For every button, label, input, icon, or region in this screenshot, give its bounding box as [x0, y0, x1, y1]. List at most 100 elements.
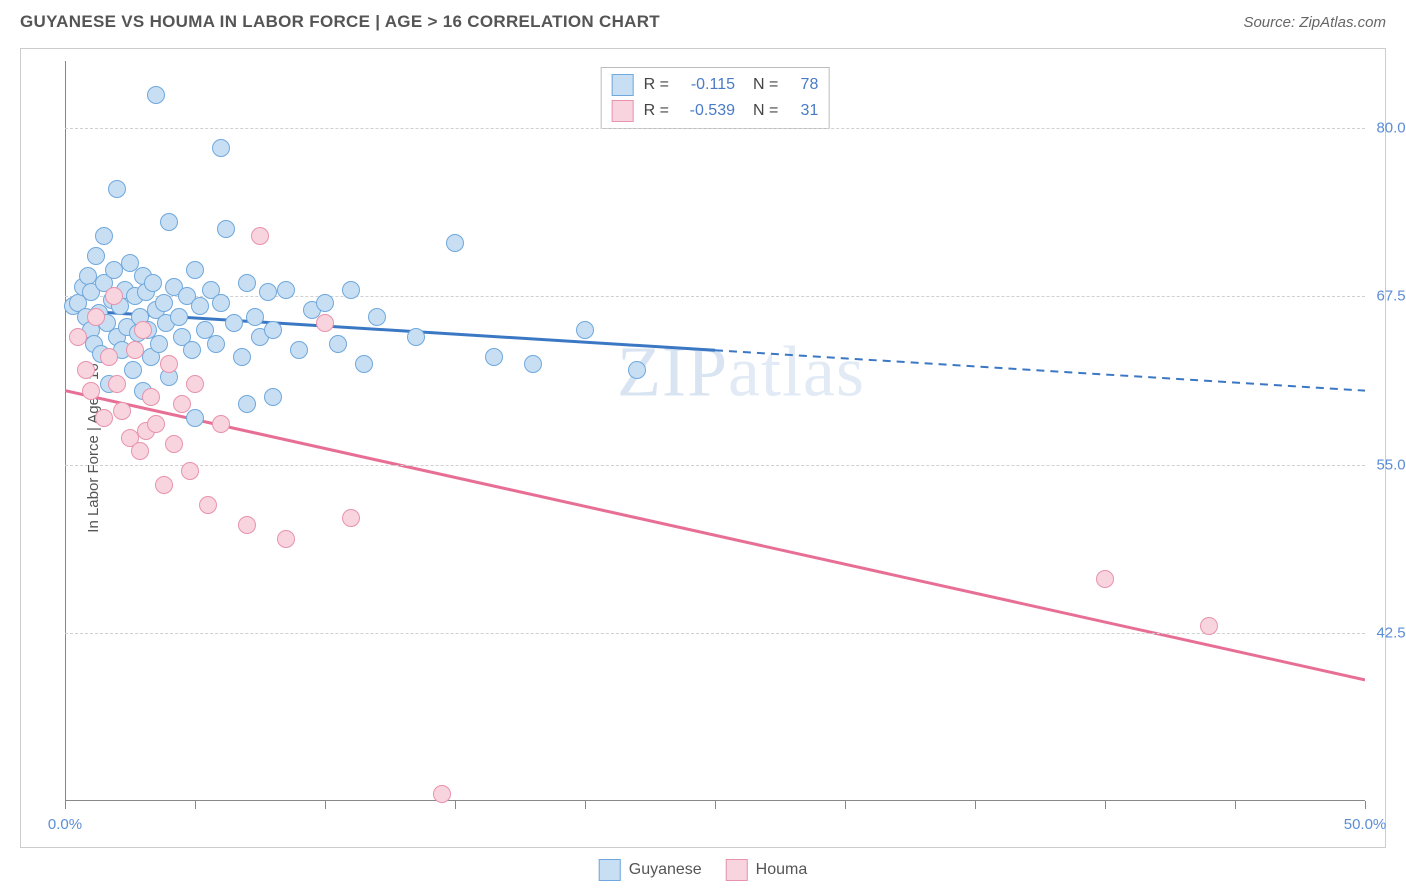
legend-swatch [612, 100, 634, 122]
ytick-label: 55.0% [1376, 456, 1406, 473]
scatter-point [181, 462, 199, 480]
scatter-point [142, 388, 160, 406]
ytick-label: 42.5% [1376, 624, 1406, 641]
r-value: -0.115 [679, 76, 735, 94]
scatter-point [407, 328, 425, 346]
scatter-point [186, 261, 204, 279]
watermark-light: atlas [728, 331, 865, 411]
scatter-point [155, 476, 173, 494]
r-label: R = [644, 76, 669, 94]
scatter-point [225, 314, 243, 332]
scatter-point [1200, 617, 1218, 635]
source-attribution: Source: ZipAtlas.com [1243, 14, 1386, 31]
scatter-point [342, 281, 360, 299]
scatter-point [1096, 570, 1114, 588]
info-row: R =-0.539N =31 [612, 98, 819, 124]
scatter-point [342, 509, 360, 527]
chart-title: GUYANESE VS HOUMA IN LABOR FORCE | AGE >… [20, 12, 660, 32]
scatter-point [212, 294, 230, 312]
gridline-h [65, 465, 1365, 466]
scatter-point [277, 281, 295, 299]
xtick [195, 801, 196, 809]
scatter-point [95, 227, 113, 245]
scatter-point [238, 395, 256, 413]
scatter-point [124, 361, 142, 379]
legend-label: Guyanese [629, 861, 702, 879]
plot-area: ZIPatlas R =-0.115N =78R =-0.539N =31 42… [65, 61, 1365, 801]
ytick-label: 80.0% [1376, 120, 1406, 137]
scatter-point [105, 287, 123, 305]
scatter-point [95, 409, 113, 427]
legend-swatch [599, 859, 621, 881]
scatter-point [108, 375, 126, 393]
scatter-point [524, 355, 542, 373]
xtick [975, 801, 976, 809]
scatter-point [108, 180, 126, 198]
scatter-point [126, 341, 144, 359]
legend-item: Houma [726, 859, 808, 881]
scatter-point [238, 516, 256, 534]
scatter-point [433, 785, 451, 803]
scatter-point [277, 530, 295, 548]
scatter-point [155, 294, 173, 312]
xtick [585, 801, 586, 809]
scatter-point [212, 139, 230, 157]
scatter-point [173, 395, 191, 413]
scatter-point [628, 361, 646, 379]
n-label: N = [753, 76, 778, 94]
ytick-label: 67.5% [1376, 288, 1406, 305]
scatter-point [191, 297, 209, 315]
scatter-point [329, 335, 347, 353]
scatter-point [355, 355, 373, 373]
scatter-point [150, 335, 168, 353]
xtick [325, 801, 326, 809]
r-value: -0.539 [679, 102, 735, 120]
scatter-point [77, 361, 95, 379]
scatter-point [186, 375, 204, 393]
y-axis [65, 61, 66, 801]
scatter-point [576, 321, 594, 339]
scatter-point [316, 294, 334, 312]
r-label: R = [644, 102, 669, 120]
scatter-point [144, 274, 162, 292]
trend-line [65, 391, 1365, 680]
legend: Guyanese Houma [599, 859, 808, 881]
scatter-point [212, 415, 230, 433]
n-value: 31 [788, 102, 818, 120]
gridline-h [65, 633, 1365, 634]
scatter-point [186, 409, 204, 427]
xtick [715, 801, 716, 809]
scatter-point [100, 348, 118, 366]
scatter-point [147, 415, 165, 433]
scatter-point [134, 321, 152, 339]
xtick [1235, 801, 1236, 809]
correlation-info-box: R =-0.115N =78R =-0.539N =31 [601, 67, 830, 129]
xtick [1365, 801, 1366, 809]
xtick-label: 50.0% [1344, 816, 1387, 833]
scatter-point [246, 308, 264, 326]
scatter-point [113, 402, 131, 420]
chart-container: In Labor Force | Age > 16 ZIPatlas R =-0… [20, 48, 1386, 848]
legend-label: Houma [756, 861, 808, 879]
xtick [845, 801, 846, 809]
scatter-point [251, 227, 269, 245]
scatter-point [87, 308, 105, 326]
trend-lines [65, 61, 1365, 801]
xtick [1105, 801, 1106, 809]
info-row: R = -0.115 N = 78 [612, 72, 819, 98]
scatter-point [217, 220, 235, 238]
watermark: ZIPatlas [617, 330, 865, 413]
scatter-point [264, 321, 282, 339]
xtick-label: 0.0% [48, 816, 82, 833]
scatter-point [199, 496, 217, 514]
scatter-point [485, 348, 503, 366]
trend-line-extrapolated [715, 350, 1365, 390]
scatter-point [87, 247, 105, 265]
scatter-point [233, 348, 251, 366]
legend-swatch [612, 74, 634, 96]
scatter-point [160, 355, 178, 373]
xtick [65, 801, 66, 809]
n-value: 78 [788, 76, 818, 94]
scatter-point [238, 274, 256, 292]
scatter-point [316, 314, 334, 332]
